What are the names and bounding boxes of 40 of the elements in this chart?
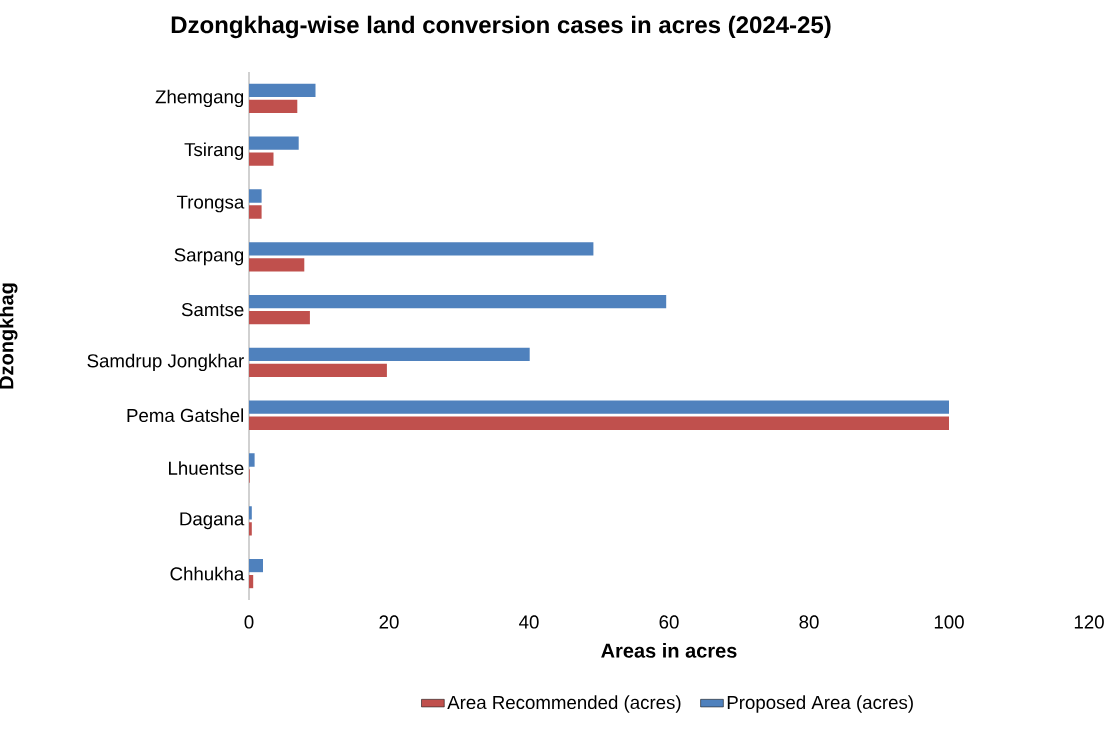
bar <box>249 294 667 309</box>
bar <box>249 347 530 362</box>
legend-label: Proposed Area (acres) <box>727 695 913 713</box>
bar <box>249 506 252 520</box>
y-tick-label: Tsirang <box>184 142 244 160</box>
bar <box>249 522 252 536</box>
legend-label: Area Recommended (acres) <box>447 695 681 713</box>
y-tick-label: Zhemgang <box>155 89 244 108</box>
bar <box>249 310 310 325</box>
bar <box>249 152 274 166</box>
y-tick-label: Dagana <box>180 512 245 530</box>
x-tick-label: 60 <box>659 615 679 629</box>
bar <box>249 205 262 219</box>
y-tick-label: Sarpang <box>174 248 244 266</box>
bar <box>249 453 255 467</box>
y-tick-label: Trongsa <box>176 195 245 213</box>
bar <box>249 99 298 114</box>
x-tick-label: 120 <box>1074 615 1104 629</box>
x-tick-label: 100 <box>934 615 964 629</box>
y-tick-label: Samdrup Jongkhar <box>87 353 244 372</box>
bar <box>249 136 299 150</box>
bar <box>249 558 263 573</box>
chart-title: Dzongkhag-wise land conversion cases in acres (2024-25) <box>171 15 831 39</box>
x-tick-label: 80 <box>799 615 819 629</box>
y-tick-label: Chhukha <box>170 566 245 581</box>
bar <box>249 242 594 256</box>
bar <box>249 189 262 203</box>
bar <box>249 83 316 98</box>
y-tick-label: Lhuentse <box>169 461 244 475</box>
x-tick-label: 40 <box>519 615 539 629</box>
y-tick-label: Samtse <box>181 302 244 317</box>
bar <box>249 574 254 589</box>
bar <box>249 258 305 272</box>
x-tick-label: 0 <box>244 615 254 629</box>
bar <box>249 416 950 430</box>
bar <box>249 400 950 414</box>
y-tick-label: Pema Gatshel <box>127 408 244 423</box>
x-tick-label: 20 <box>379 615 399 629</box>
bar <box>249 363 387 378</box>
x-axis-title: Areas in acres <box>601 643 737 658</box>
